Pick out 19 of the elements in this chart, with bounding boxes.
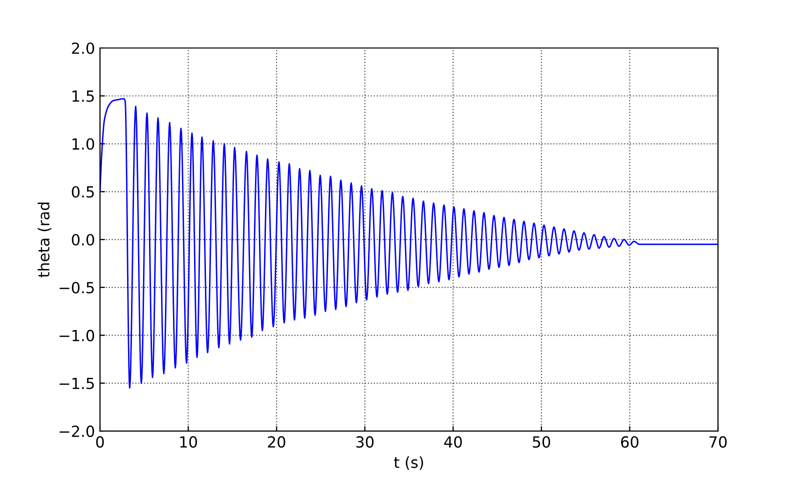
x-tick-label: 30 [356, 436, 374, 448]
y-tick-label: 2.0 [72, 42, 94, 54]
x-tick-label: 10 [180, 436, 197, 448]
y-tick-label: 1.0 [72, 138, 94, 150]
y-tick-label: 0.5 [72, 186, 94, 198]
x-tick-label: 60 [621, 436, 638, 448]
x-tick-label: 20 [268, 436, 286, 448]
y-tick-label: −1.0 [60, 330, 94, 342]
y-tick-label: 1.5 [72, 90, 94, 102]
x-tick-label: 40 [444, 436, 462, 448]
y-tick-label: −2.0 [60, 426, 94, 438]
x-axis-title: t (s) [394, 456, 424, 470]
y-axis-title: theta (rad [38, 202, 52, 278]
y-tick-label: 0.0 [72, 234, 94, 246]
x-tick-label: 70 [710, 436, 727, 448]
x-tick-label: 50 [532, 436, 550, 448]
y-tick-label: −1.5 [60, 378, 94, 390]
y-tick-label: −0.5 [60, 282, 94, 294]
x-tick-label: 0 [96, 436, 104, 448]
